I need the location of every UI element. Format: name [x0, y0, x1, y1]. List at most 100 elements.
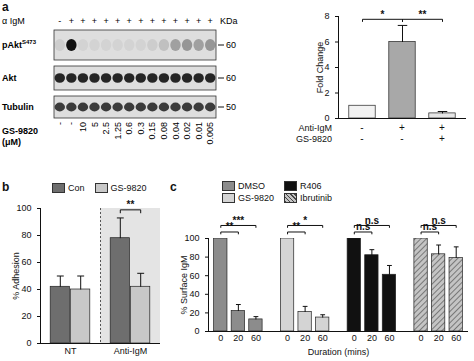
svg-text:+: +: [399, 122, 405, 133]
svg-text:***: ***: [233, 215, 245, 226]
svg-text:+: +: [173, 16, 178, 26]
svg-text:NT: NT: [65, 346, 77, 356]
svg-text:60: 60: [318, 333, 328, 343]
svg-text:100: 100: [16, 203, 31, 213]
svg-text:2.5: 2.5: [101, 122, 111, 135]
html-text:c: c: [170, 180, 177, 194]
html-text:GS-9820: GS-9820: [110, 183, 147, 193]
svg-text:60: 60: [451, 333, 461, 343]
svg-text:0: 0: [194, 326, 199, 336]
svg-text:40: 40: [21, 284, 31, 294]
svg-text:(μM): (μM): [2, 137, 21, 147]
svg-text:1.25: 1.25: [113, 122, 123, 140]
svg-text:-: -: [58, 16, 61, 26]
svg-text:8: 8: [324, 11, 329, 21]
svg-text:5: 5: [90, 122, 100, 127]
svg-text:60: 60: [189, 271, 199, 281]
svg-text:6: 6: [324, 37, 329, 47]
svg-text:0.02: 0.02: [182, 122, 192, 140]
svg-text:% Surface IgM: % Surface IgM: [179, 255, 189, 314]
html-text:DMSO: DMSO: [238, 181, 265, 191]
svg-text:20: 20: [300, 333, 310, 343]
svg-text:-: -: [360, 122, 363, 133]
svg-text:+: +: [184, 16, 189, 26]
svg-text:0.3: 0.3: [136, 122, 146, 135]
svg-text:0.15: 0.15: [147, 122, 157, 140]
svg-text:+: +: [92, 16, 97, 26]
svg-text:20: 20: [367, 333, 377, 343]
svg-text:4: 4: [324, 62, 329, 72]
svg-text:20: 20: [189, 308, 199, 318]
svg-text:10: 10: [78, 122, 88, 132]
svg-text:60: 60: [226, 73, 236, 83]
svg-text:2: 2: [324, 88, 329, 98]
svg-text:20: 20: [434, 333, 444, 343]
svg-text:n.s: n.s: [355, 221, 371, 233]
html-text:a: a: [2, 0, 9, 14]
svg-text:Anti-IgM: Anti-IgM: [298, 123, 332, 133]
svg-text:-: -: [66, 122, 76, 125]
svg-text:α IgM: α IgM: [2, 16, 25, 26]
svg-text:+: +: [127, 16, 132, 26]
svg-text:0: 0: [285, 333, 290, 343]
svg-text:0: 0: [324, 113, 329, 123]
svg-text:+: +: [80, 16, 85, 26]
svg-text:+: +: [196, 16, 201, 26]
svg-text:0: 0: [26, 338, 31, 348]
svg-text:-: -: [400, 133, 403, 144]
svg-text:Akt: Akt: [2, 73, 17, 83]
svg-text:50: 50: [226, 102, 236, 112]
svg-text:KDa: KDa: [220, 16, 238, 26]
svg-text:n.s: n.s: [431, 215, 446, 226]
svg-text:40: 40: [189, 289, 199, 299]
svg-text:0.01: 0.01: [194, 122, 204, 140]
svg-text:pAktS473: pAktS473: [2, 39, 37, 50]
svg-text:60: 60: [384, 333, 394, 343]
svg-text:0: 0: [419, 333, 424, 343]
html-text:GS-9820: GS-9820: [238, 193, 274, 203]
svg-text:% Adhesion: % Adhesion: [11, 252, 21, 300]
svg-text:+: +: [138, 16, 143, 26]
svg-text:**: **: [419, 9, 427, 20]
svg-text:**: **: [127, 199, 135, 210]
svg-text:0: 0: [352, 333, 357, 343]
svg-text:+: +: [150, 16, 155, 26]
svg-text:20: 20: [21, 311, 31, 321]
svg-text:+: +: [161, 16, 166, 26]
svg-text:80: 80: [21, 230, 31, 240]
svg-text:20: 20: [233, 333, 243, 343]
svg-text:n.s: n.s: [365, 215, 380, 226]
svg-text:0.005: 0.005: [205, 122, 215, 145]
svg-text:Duration (mins): Duration (mins): [308, 347, 370, 357]
svg-text:+: +: [208, 16, 213, 26]
svg-text:0.08: 0.08: [159, 122, 169, 140]
svg-text:0.6: 0.6: [124, 122, 134, 135]
svg-text:100: 100: [184, 233, 199, 243]
html-text:b: b: [2, 180, 10, 194]
svg-text:+: +: [103, 16, 108, 26]
svg-text:80: 80: [189, 252, 199, 262]
svg-text:Fold Change: Fold Change: [315, 42, 325, 94]
svg-text:n.s: n.s: [422, 221, 438, 233]
svg-text:0: 0: [218, 333, 223, 343]
svg-text:60: 60: [226, 40, 236, 50]
svg-text:+: +: [439, 133, 445, 144]
svg-text:-: -: [360, 133, 363, 144]
svg-text:+: +: [115, 16, 120, 26]
html-text:Ibrutinib: Ibrutinib: [300, 193, 333, 203]
svg-text:**: **: [292, 221, 300, 232]
html-text:Con: Con: [68, 183, 85, 193]
svg-text:0.04: 0.04: [171, 122, 181, 140]
svg-text:Tubulin: Tubulin: [2, 102, 34, 112]
svg-text:GS-9820: GS-9820: [296, 134, 332, 144]
svg-text:Anti-IgM: Anti-IgM: [114, 346, 148, 356]
html-text:R406: R406: [300, 181, 322, 191]
svg-text:+: +: [69, 16, 74, 26]
svg-text:-: -: [55, 122, 65, 125]
svg-text:*: *: [381, 9, 385, 20]
svg-text:60: 60: [251, 333, 261, 343]
svg-text:GS-9820: GS-9820: [2, 126, 38, 136]
svg-text:60: 60: [21, 257, 31, 267]
svg-text:+: +: [439, 122, 445, 133]
svg-text:*: *: [303, 215, 307, 226]
